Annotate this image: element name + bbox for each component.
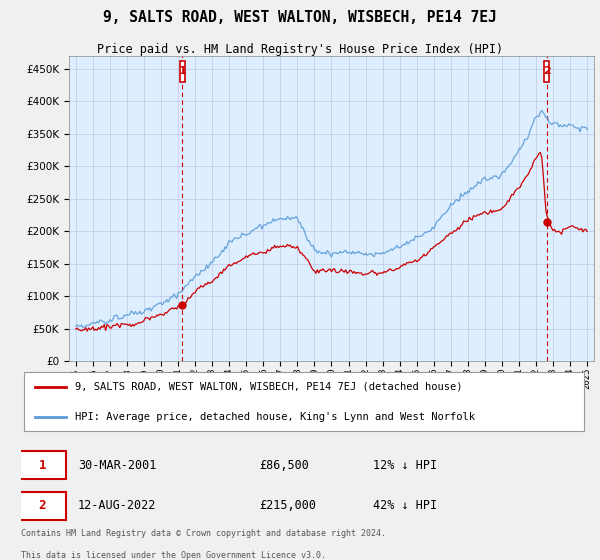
Text: 1: 1 xyxy=(178,66,186,76)
Text: 2: 2 xyxy=(543,66,550,76)
Text: 1: 1 xyxy=(38,459,46,472)
FancyBboxPatch shape xyxy=(18,451,67,479)
Text: 30-MAR-2001: 30-MAR-2001 xyxy=(78,459,156,472)
Text: 9, SALTS ROAD, WEST WALTON, WISBECH, PE14 7EJ: 9, SALTS ROAD, WEST WALTON, WISBECH, PE1… xyxy=(103,11,497,25)
Text: HPI: Average price, detached house, King's Lynn and West Norfolk: HPI: Average price, detached house, King… xyxy=(75,412,475,422)
Text: 12% ↓ HPI: 12% ↓ HPI xyxy=(373,459,437,472)
Text: 12-AUG-2022: 12-AUG-2022 xyxy=(78,499,156,512)
FancyBboxPatch shape xyxy=(544,60,549,82)
Text: £215,000: £215,000 xyxy=(259,499,316,512)
Text: Contains HM Land Registry data © Crown copyright and database right 2024.: Contains HM Land Registry data © Crown c… xyxy=(21,529,386,538)
Text: Price paid vs. HM Land Registry's House Price Index (HPI): Price paid vs. HM Land Registry's House … xyxy=(97,43,503,56)
FancyBboxPatch shape xyxy=(18,492,67,520)
Text: 42% ↓ HPI: 42% ↓ HPI xyxy=(373,499,437,512)
FancyBboxPatch shape xyxy=(180,60,185,82)
Text: This data is licensed under the Open Government Licence v3.0.: This data is licensed under the Open Gov… xyxy=(21,551,326,560)
Text: £86,500: £86,500 xyxy=(259,459,309,472)
FancyBboxPatch shape xyxy=(24,372,584,431)
Text: 2: 2 xyxy=(38,499,46,512)
Text: 9, SALTS ROAD, WEST WALTON, WISBECH, PE14 7EJ (detached house): 9, SALTS ROAD, WEST WALTON, WISBECH, PE1… xyxy=(75,382,463,392)
